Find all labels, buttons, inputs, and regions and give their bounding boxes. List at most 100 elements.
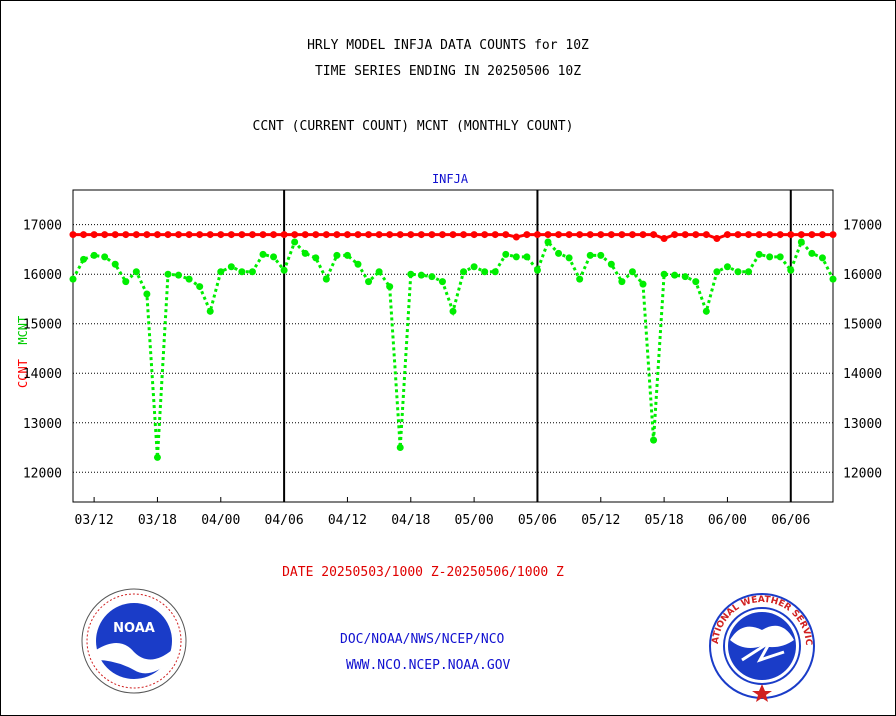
y-tick-label-right: 13000 [843, 417, 882, 432]
mcnt-data-point [544, 238, 552, 246]
ccnt-data-point [576, 231, 584, 239]
ccnt-data-point [312, 231, 320, 239]
mcnt-data-point [227, 263, 235, 271]
x-tick-label: 04/06 [265, 513, 304, 528]
ccnt-data-point [586, 231, 594, 239]
ccnt-data-point [449, 231, 457, 239]
ccnt-data-point [270, 231, 278, 239]
mcnt-data-point [755, 250, 763, 258]
ccnt-data-point [628, 231, 636, 239]
ccnt-data-point [365, 231, 373, 239]
mcnt-data-point [797, 238, 805, 246]
x-tick-label: 04/12 [328, 513, 367, 528]
y-tick-label-right: 17000 [843, 219, 882, 234]
mcnt-data-point [322, 275, 330, 283]
ccnt-data-point [375, 231, 383, 239]
mcnt-data-point [818, 254, 826, 262]
mcnt-data-point [291, 238, 299, 246]
x-tick-label: 03/12 [75, 513, 114, 528]
mcnt-data-point [565, 254, 573, 262]
mcnt-data-point [438, 278, 446, 286]
mcnt-data-point [650, 436, 658, 444]
ccnt-data-point [238, 231, 246, 239]
chart-title-line2: TIME SERIES ENDING IN 20250506 10Z [314, 64, 582, 79]
mcnt-data-point [396, 444, 404, 452]
chart-subtitle: CCNT (CURRENT COUNT) MCNT (MONTHLY COUNT… [252, 119, 574, 134]
x-tick-label: 05/12 [581, 513, 620, 528]
mcnt-data-point [143, 290, 151, 298]
ccnt-data-point [185, 231, 193, 239]
mcnt-data-point [132, 268, 140, 276]
mcnt-data-point [343, 251, 351, 259]
mcnt-data-point [175, 271, 183, 279]
mcnt-data-point [618, 278, 626, 286]
mcnt-data-point [196, 283, 204, 291]
ccnt-data-point [354, 231, 362, 239]
ccnt-data-point [132, 231, 140, 239]
mcnt-data-point [259, 250, 267, 258]
mcnt-data-point [628, 268, 636, 276]
ccnt-data-point [544, 231, 552, 239]
ccnt-data-point [565, 231, 573, 239]
ccnt-data-point [639, 231, 647, 239]
ccnt-data-point [491, 231, 499, 239]
mcnt-data-point [111, 260, 119, 268]
ccnt-data-point [301, 231, 309, 239]
ccnt-data-point [671, 231, 679, 239]
mcnt-data-point [417, 271, 425, 279]
ccnt-data-point [386, 231, 394, 239]
x-tick-label: 04/18 [391, 513, 430, 528]
y-tick-label-right: 15000 [843, 318, 882, 333]
mcnt-data-point [671, 271, 679, 279]
ccnt-data-point [818, 231, 826, 239]
y-tick-label-right: 16000 [843, 268, 882, 283]
ccnt-data-point [111, 231, 119, 239]
ccnt-data-point [734, 231, 742, 239]
y-tick-label-left: 16000 [23, 268, 62, 283]
mcnt-data-point [502, 250, 510, 258]
ccnt-data-point [650, 231, 658, 239]
mcnt-data-point [80, 255, 88, 263]
y-tick-label-right: 14000 [843, 367, 882, 382]
plot-border [72, 189, 834, 503]
ccnt-data-point [407, 231, 415, 239]
ccnt-data-point [555, 231, 563, 239]
ccnt-data-point [523, 231, 531, 239]
ccnt-data-point [597, 231, 605, 239]
mcnt-data-point [185, 275, 193, 283]
mcnt-data-point [270, 253, 278, 261]
ccnt-data-point [787, 231, 795, 239]
mcnt-data-point [69, 275, 77, 283]
mcnt-data-point [333, 251, 341, 259]
ccnt-data-point [723, 231, 731, 239]
mcnt-data-point [301, 249, 309, 257]
ccnt-data-point [692, 231, 700, 239]
mcnt-data-point [734, 268, 742, 276]
ccnt-data-point [333, 231, 341, 239]
mcnt-data-point [365, 278, 373, 286]
ccnt-data-point [396, 231, 404, 239]
ccnt-data-point [481, 231, 489, 239]
mcnt-data-point [576, 275, 584, 283]
mcnt-data-point [164, 270, 172, 278]
x-tick-label: 04/00 [201, 513, 240, 528]
ccnt-data-point [460, 231, 468, 239]
ccnt-data-point [681, 231, 689, 239]
ccnt-data-point [618, 231, 626, 239]
mcnt-data-point [533, 266, 541, 274]
plot-title: INFJA [431, 172, 469, 186]
ccnt-data-point [248, 231, 256, 239]
mcnt-data-point [766, 253, 774, 261]
mcnt-data-point [407, 270, 415, 278]
y-tick-label-left: 12000 [23, 466, 62, 481]
mcnt-data-point [523, 253, 531, 261]
y-tick-label-left: 15000 [23, 318, 62, 333]
ccnt-data-point [755, 231, 763, 239]
ccnt-data-point [280, 231, 288, 239]
ccnt-data-point [291, 231, 299, 239]
mcnt-data-point [639, 280, 647, 288]
mcnt-data-point [238, 268, 246, 276]
ccnt-data-point [776, 231, 784, 239]
ccnt-data-point [470, 231, 478, 239]
ccnt-data-point [438, 231, 446, 239]
